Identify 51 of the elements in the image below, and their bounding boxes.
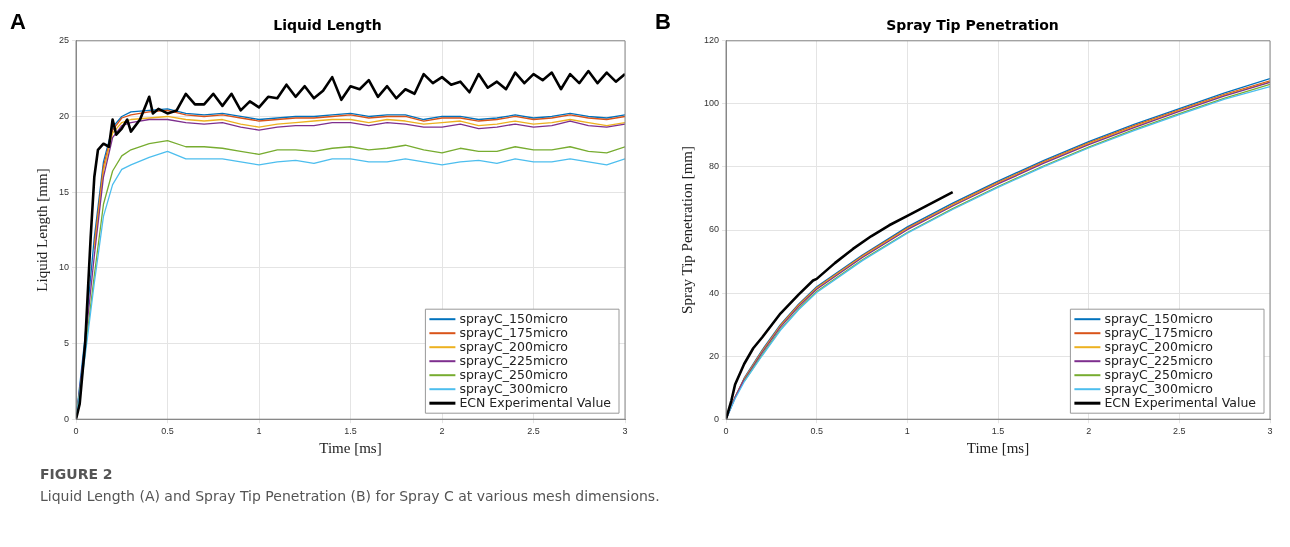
chart-title: Spray Tip Penetration <box>886 17 1059 34</box>
x-tick-label: 0.5 <box>161 426 174 437</box>
y-tick-label: 80 <box>709 161 720 172</box>
legend-label: sprayC_175micro <box>1104 325 1213 341</box>
y-tick-label: 0 <box>714 413 720 424</box>
y-tick-label: 120 <box>703 35 720 46</box>
y-tick-label: 25 <box>59 35 70 46</box>
x-tick-label: 2.5 <box>1173 426 1186 437</box>
text: B <box>655 9 671 35</box>
x-tick-label: 0 <box>73 426 79 437</box>
x-tick-label: 3 <box>1267 426 1273 437</box>
legend-label: sprayC_225micro <box>459 353 568 369</box>
y-tick-label: 0 <box>64 413 70 424</box>
y-axis-title: Liquid Length [mm] <box>33 168 50 292</box>
legend-label: sprayC_300micro <box>1104 381 1213 397</box>
y-tick-label: 60 <box>709 224 720 235</box>
caption: FIGURE 2 <box>40 466 114 482</box>
chart-title: Liquid Length <box>273 17 382 34</box>
x-tick-label: 0.5 <box>810 426 823 437</box>
x-tick-label: 1 <box>256 426 262 437</box>
x-tick-label: 1.5 <box>991 426 1005 437</box>
legend-label: sprayC_150micro <box>459 311 568 327</box>
y-tick-label: 5 <box>64 338 70 348</box>
legend-label: sprayC_250micro <box>1104 367 1213 383</box>
legend-label: sprayC_250micro <box>459 367 568 383</box>
x-tick-label: 2 <box>439 426 445 437</box>
x-tick-label: 3 <box>622 426 628 437</box>
legend-label: ECN Experimental Value <box>1104 395 1257 411</box>
y-tick-label: 20 <box>709 350 720 361</box>
x-tick-label: 0 <box>723 426 729 437</box>
y-axis-title: Spray Tip Penetration [mm] <box>678 146 695 314</box>
legend-label: sprayC_300micro <box>459 381 568 397</box>
y-tick-label: 100 <box>703 98 720 109</box>
x-axis-title: Time [ms] <box>966 439 1030 456</box>
text: Liquid Length (A) and Spray Tip Penetration (B) for Spray C at various mesh dimensions. <box>40 488 660 504</box>
y-tick-label: 40 <box>709 287 720 298</box>
legend-label: sprayC_175micro <box>459 325 568 341</box>
x-tick-label: 1.5 <box>344 426 357 437</box>
text: A <box>10 9 26 35</box>
y-tick-label: 10 <box>59 262 70 273</box>
x-tick-label: 1 <box>904 426 910 437</box>
y-tick-label: 15 <box>59 186 70 197</box>
x-tick-label: 2 <box>1086 426 1092 437</box>
legend-label: sprayC_200micro <box>1104 339 1213 355</box>
x-axis-title: Time [ms] <box>319 439 382 456</box>
x-tick-label: 2.5 <box>527 426 540 437</box>
legend-label: sprayC_200micro <box>459 339 568 355</box>
legend-label: sprayC_225micro <box>1104 353 1213 369</box>
y-tick-label: 20 <box>59 110 70 121</box>
legend-label: ECN Experimental Value <box>459 395 612 411</box>
legend-label: sprayC_150micro <box>1104 311 1213 327</box>
